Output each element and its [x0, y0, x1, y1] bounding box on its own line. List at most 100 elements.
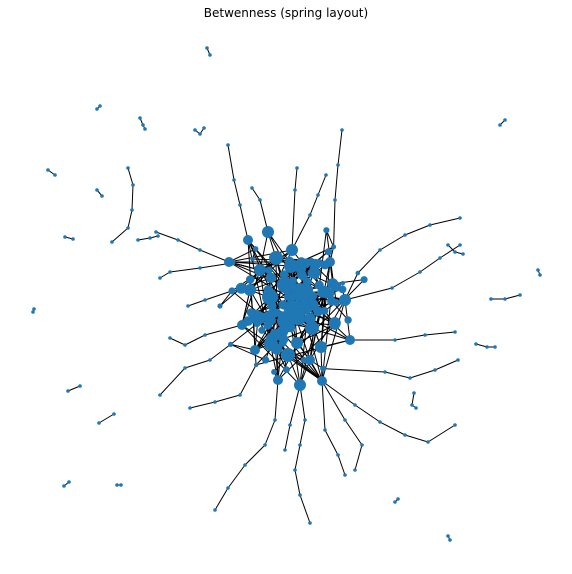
edge — [429, 217, 461, 226]
node — [279, 334, 289, 344]
node — [226, 143, 230, 147]
edge — [434, 359, 459, 371]
node — [131, 183, 135, 187]
node — [126, 166, 130, 170]
node — [208, 53, 212, 57]
node — [228, 341, 234, 347]
edge — [337, 129, 343, 166]
node — [258, 326, 266, 334]
edge — [299, 419, 306, 446]
node — [130, 208, 134, 212]
node — [390, 286, 394, 290]
node — [353, 468, 357, 472]
node — [414, 406, 418, 410]
node — [246, 308, 256, 317]
node — [53, 173, 57, 177]
edge — [333, 199, 336, 247]
node — [63, 235, 67, 239]
chart-title: Betwenness (spring layout) — [203, 6, 369, 20]
node — [263, 443, 267, 447]
edge — [309, 194, 319, 216]
node — [253, 320, 261, 328]
node — [213, 400, 217, 404]
node — [138, 116, 142, 120]
node — [322, 288, 330, 296]
node — [283, 448, 287, 452]
edge — [264, 419, 276, 446]
node — [226, 486, 230, 490]
node — [340, 281, 345, 286]
edge — [155, 231, 179, 241]
node — [316, 193, 320, 197]
node — [308, 299, 319, 309]
edge — [284, 424, 291, 451]
node — [136, 238, 140, 242]
edge — [439, 244, 461, 259]
node — [262, 226, 274, 238]
node — [95, 107, 99, 111]
edge — [230, 323, 258, 345]
edge — [187, 299, 206, 307]
node — [426, 440, 430, 444]
node — [203, 333, 207, 337]
node — [62, 484, 66, 488]
node — [336, 453, 340, 457]
node — [254, 264, 266, 276]
node — [158, 276, 162, 280]
node — [183, 366, 187, 370]
node — [252, 246, 259, 252]
node — [230, 260, 236, 266]
node — [243, 463, 247, 467]
node — [343, 473, 347, 477]
node — [263, 285, 273, 294]
node — [324, 248, 333, 256]
edge — [357, 249, 381, 274]
node — [355, 270, 361, 276]
node — [299, 272, 308, 281]
node — [278, 300, 288, 310]
edge — [230, 343, 266, 361]
node — [183, 343, 187, 347]
node — [304, 313, 316, 325]
node — [188, 406, 192, 410]
node — [235, 282, 247, 294]
node — [393, 338, 397, 342]
node — [266, 310, 275, 319]
node — [243, 235, 253, 245]
node — [396, 497, 400, 501]
node — [458, 216, 462, 220]
node — [100, 194, 104, 198]
node — [276, 280, 287, 290]
node — [143, 127, 147, 131]
node — [448, 538, 452, 542]
node — [308, 291, 318, 301]
edge — [411, 392, 415, 406]
node — [217, 303, 223, 309]
node — [148, 236, 152, 240]
node — [453, 330, 457, 334]
node — [66, 389, 70, 393]
node — [438, 256, 442, 260]
edge — [204, 324, 243, 336]
node — [288, 276, 298, 285]
edge — [289, 384, 301, 426]
node — [518, 293, 522, 297]
edge — [404, 224, 431, 236]
node — [412, 391, 416, 395]
node — [453, 423, 457, 427]
node — [282, 286, 291, 295]
node — [423, 333, 427, 337]
edge — [337, 454, 346, 476]
node — [158, 393, 162, 397]
node — [95, 188, 99, 192]
node — [228, 287, 236, 295]
node — [286, 258, 295, 267]
node — [273, 375, 283, 385]
node — [238, 393, 242, 397]
node — [328, 317, 341, 329]
node — [489, 297, 493, 301]
edge — [127, 209, 133, 229]
node — [286, 244, 298, 256]
node — [538, 273, 542, 277]
edge — [427, 424, 456, 443]
